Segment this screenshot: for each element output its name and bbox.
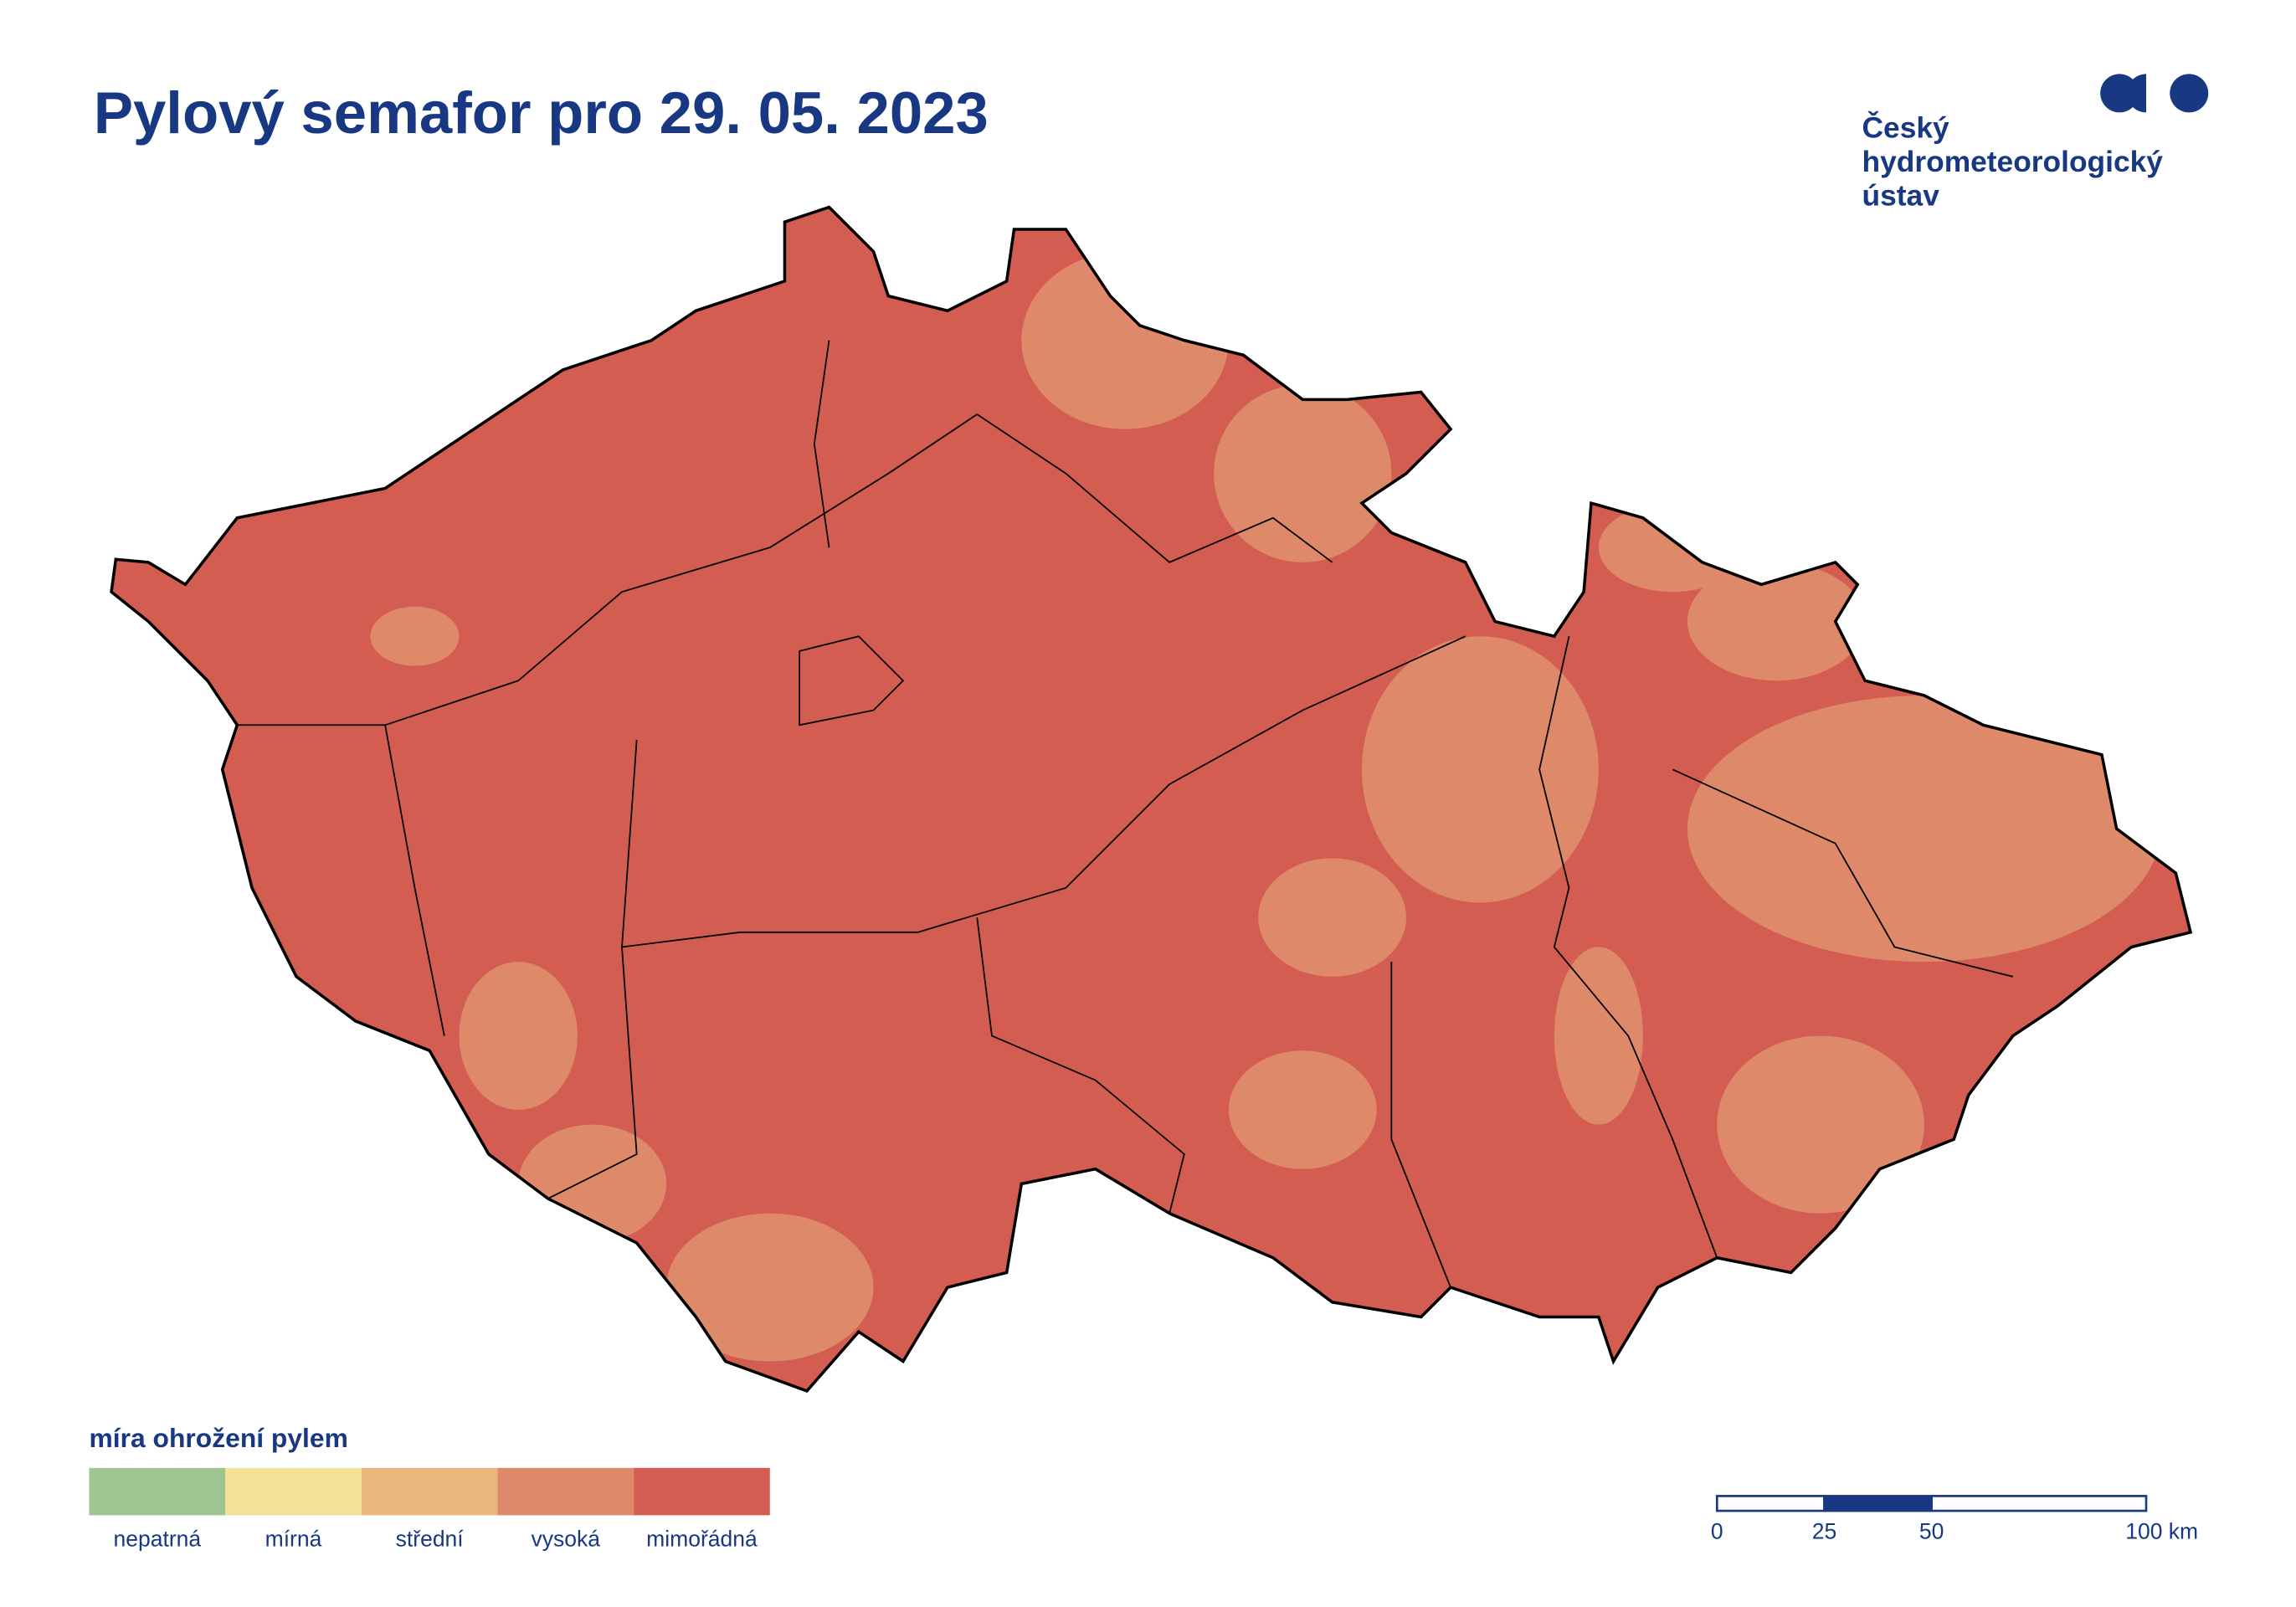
scale-label: 25 bbox=[1812, 1519, 1836, 1544]
scale-bar: 0 25 50 100 km bbox=[1711, 1495, 2198, 1544]
legend-swatch bbox=[361, 1467, 498, 1516]
logo: Český hydrometeorologický ústav bbox=[1862, 74, 2209, 213]
logo-text: ústav bbox=[1862, 180, 1940, 213]
legend-label: střední bbox=[396, 1527, 465, 1552]
logo-mark bbox=[2127, 74, 2146, 113]
scale-label: 100 km bbox=[2125, 1519, 2198, 1544]
scale-segment bbox=[1715, 1495, 1826, 1512]
legend-label: nepatrná bbox=[114, 1527, 202, 1552]
legend-swatch bbox=[89, 1467, 226, 1516]
logo-text: hydrometeorologický bbox=[1862, 146, 2164, 178]
map bbox=[110, 205, 2192, 1393]
logo-text: Český bbox=[1862, 110, 1949, 144]
legend-label: mimořádná bbox=[646, 1527, 758, 1552]
logo-mark bbox=[2100, 74, 2139, 113]
legend-swatch bbox=[225, 1467, 362, 1516]
legend-swatch bbox=[634, 1467, 770, 1516]
high-risk-areas bbox=[370, 251, 2161, 1362]
title: Pylový semafor pro 29. 05. 2023 bbox=[94, 80, 989, 146]
legend: nepatrná mírná střední vysoká mimořádná bbox=[89, 1467, 770, 1552]
legend-label: mírná bbox=[265, 1527, 322, 1552]
region-borders bbox=[237, 340, 2014, 1288]
legend-label: vysoká bbox=[532, 1527, 601, 1552]
legend-title: míra ohrožení pylem bbox=[90, 1423, 348, 1453]
scale-segment bbox=[1930, 1495, 2148, 1512]
scale-label: 0 bbox=[1711, 1519, 1723, 1544]
scale-label: 50 bbox=[1919, 1519, 1944, 1544]
legend-swatch bbox=[497, 1467, 634, 1516]
logo-mark bbox=[2170, 74, 2209, 113]
scale-segment bbox=[1823, 1495, 1933, 1512]
